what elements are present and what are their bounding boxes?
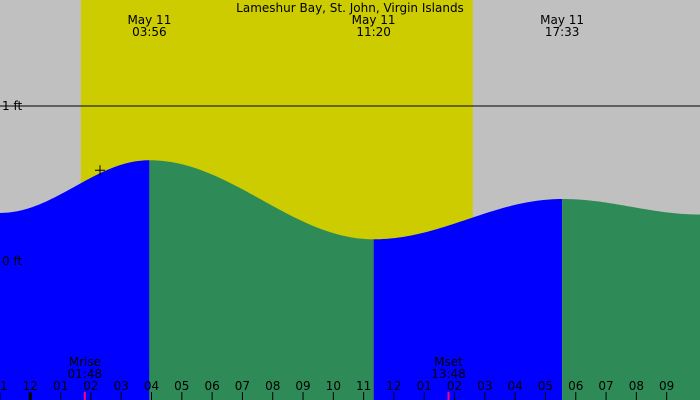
- x-tick-label: 11: [356, 379, 371, 393]
- x-tick-label: 02: [83, 379, 98, 393]
- midnight-marker: [28, 392, 32, 400]
- x-tick-label: 09: [659, 379, 674, 393]
- x-tick-label: 09: [295, 379, 310, 393]
- x-tick-label: 11: [0, 379, 8, 393]
- x-tick-label: 01: [417, 379, 432, 393]
- moon-event-time: 01:48: [68, 367, 103, 381]
- moon-event-label: Mset: [434, 355, 463, 369]
- x-tick-label: 02: [447, 379, 462, 393]
- x-tick-label: 04: [144, 379, 159, 393]
- x-tick-label: 04: [508, 379, 523, 393]
- moon-event-time: 13:48: [431, 367, 466, 381]
- falling-tide-area: [149, 160, 374, 400]
- extreme-date-label: May 11: [127, 13, 171, 27]
- x-tick-label: 12: [23, 379, 38, 393]
- extreme-time-label: 17:33: [545, 25, 580, 39]
- y-tick-label: 0 ft: [2, 254, 22, 268]
- x-tick-label: 08: [265, 379, 280, 393]
- falling-tide-area: [562, 199, 700, 400]
- x-tick-label: 12: [386, 379, 401, 393]
- extreme-date-label: May 11: [352, 13, 396, 27]
- chart-title: Lameshur Bay, St. John, Virgin Islands: [236, 1, 464, 15]
- y-tick-label: 1 ft: [2, 99, 22, 113]
- extreme-time-label: 03:56: [132, 25, 167, 39]
- rising-tide-area: [373, 199, 563, 400]
- x-tick-label: 05: [174, 379, 189, 393]
- rising-tide-area: [0, 160, 150, 400]
- x-tick-label: 05: [538, 379, 553, 393]
- x-tick-label: 08: [629, 379, 644, 393]
- extreme-time-label: 11:20: [356, 25, 391, 39]
- x-tick-label: 07: [598, 379, 613, 393]
- x-tick-label: 10: [326, 379, 341, 393]
- cursor-crosshair-icon: [95, 165, 105, 176]
- x-tick-label: 06: [204, 379, 219, 393]
- moon-event-label: Mrise: [69, 355, 101, 369]
- x-tick-label: 03: [477, 379, 492, 393]
- x-tick-label: 01: [53, 379, 68, 393]
- extreme-date-label: May 11: [540, 13, 584, 27]
- x-tick-label: 03: [114, 379, 129, 393]
- x-tick-label: 06: [568, 379, 583, 393]
- x-tick-label: 07: [235, 379, 250, 393]
